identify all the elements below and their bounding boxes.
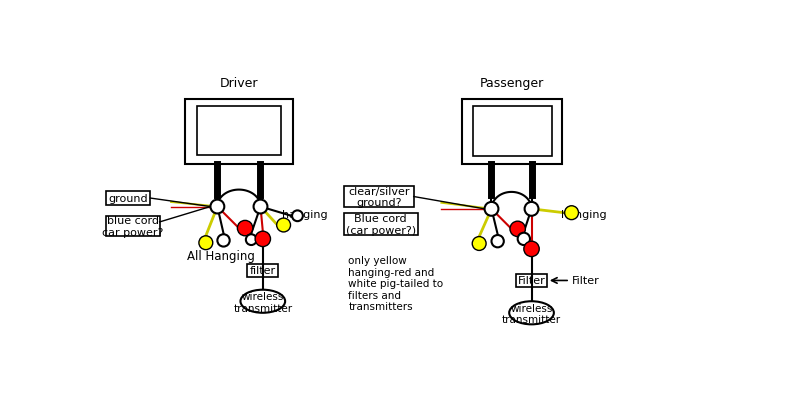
Circle shape (518, 233, 530, 245)
Circle shape (210, 200, 225, 214)
Text: wireless
transmitter: wireless transmitter (502, 303, 561, 325)
Bar (344, 214, 418, 235)
Bar (105, 216, 160, 236)
Text: blue cord
car power?: blue cord car power? (102, 216, 163, 237)
Text: ground: ground (108, 194, 148, 204)
Circle shape (276, 218, 291, 233)
Bar (197, 107, 281, 156)
Text: hanging: hanging (282, 209, 328, 219)
Circle shape (491, 235, 504, 248)
Circle shape (472, 237, 486, 251)
Bar (344, 186, 414, 208)
Circle shape (292, 211, 303, 222)
Text: Filter: Filter (518, 276, 546, 286)
Circle shape (199, 236, 213, 250)
Bar (463, 100, 562, 165)
Circle shape (237, 221, 252, 236)
Circle shape (253, 200, 268, 214)
Circle shape (217, 235, 229, 247)
Bar (105, 192, 150, 206)
Circle shape (524, 242, 539, 257)
Ellipse shape (509, 301, 554, 325)
Text: only yellow
hanging-red and
white pig-tailed to
filters and
transmitters: only yellow hanging-red and white pig-ta… (348, 255, 443, 312)
Text: hanging: hanging (561, 209, 606, 219)
Circle shape (525, 202, 539, 216)
Ellipse shape (240, 290, 285, 313)
Text: wireless
transmitter: wireless transmitter (233, 292, 292, 313)
Text: clear/silver
ground?: clear/silver ground? (348, 186, 410, 208)
Circle shape (510, 222, 526, 237)
Text: Blue cord
(car power?): Blue cord (car power?) (345, 214, 415, 235)
Circle shape (565, 206, 578, 220)
Bar (185, 100, 292, 165)
Text: Filter: Filter (571, 276, 599, 286)
Text: Passenger: Passenger (480, 77, 544, 90)
Text: All Hanging: All Hanging (187, 249, 255, 262)
Text: filter: filter (250, 266, 276, 276)
Bar (516, 275, 547, 288)
Circle shape (484, 202, 499, 216)
Bar (248, 265, 278, 278)
Bar (473, 107, 551, 157)
Circle shape (255, 232, 271, 247)
Circle shape (246, 235, 256, 245)
Text: Driver: Driver (220, 77, 258, 90)
